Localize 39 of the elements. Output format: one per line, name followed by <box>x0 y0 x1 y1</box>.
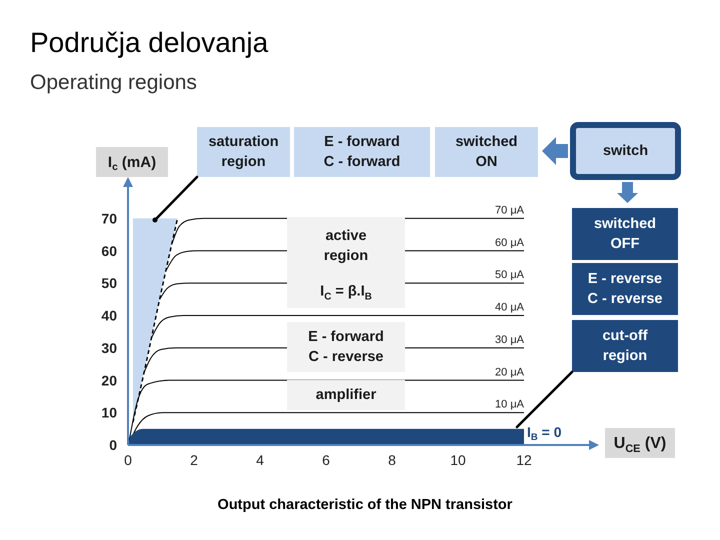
x-tick-label: 8 <box>388 452 396 468</box>
chart-title: Područja delovanja <box>30 26 269 58</box>
y-tick-label: 30 <box>101 340 118 356</box>
x-tick-label: 0 <box>124 452 132 468</box>
series-label: 40 μA <box>495 302 525 314</box>
y-tick-label: 20 <box>101 372 118 388</box>
y-tick-label: 10 <box>101 404 118 421</box>
annotation: E - reverse C - reverse <box>588 271 662 307</box>
y-tick-label: 50 <box>101 275 118 292</box>
series-label: 20 μA <box>495 366 525 378</box>
x-axis-title: U$_{CE}$ (V) <box>614 434 666 455</box>
annotation: active region <box>324 228 368 264</box>
x-tick-label: 2 <box>190 452 198 468</box>
text: E - forward C - forward <box>324 134 400 170</box>
text: switch <box>602 143 648 159</box>
text: cut-off region <box>602 328 648 364</box>
y-axis-title: I$_{c}$ (mA) <box>108 154 156 173</box>
series-label: 10 μA <box>495 398 525 411</box>
y-tick-label: 0 <box>109 437 118 453</box>
series-label: 30 μA <box>495 334 525 346</box>
chart-subtitle: Operating regions <box>30 70 197 94</box>
annotation: amplifier <box>316 387 377 403</box>
y-tick-label: 70 <box>101 210 118 226</box>
text: saturation region <box>208 134 279 170</box>
x-tick-label: 6 <box>322 452 330 468</box>
series-label: 50 μA <box>495 269 525 282</box>
y-tick-label: 40 <box>101 308 118 324</box>
x-tick-label: 10 <box>450 452 466 468</box>
annotation: I$_{C}$ = β.I$_{B}$ <box>320 284 372 302</box>
y-tick-label: 60 <box>101 242 118 259</box>
x-tick-label: 4 <box>256 452 264 468</box>
series-label: 60 μA <box>495 236 525 249</box>
series-label: I$_{B}$ = 0 <box>527 424 562 443</box>
text: Output characteristic of the NPN transistor <box>218 497 513 513</box>
x-tick-label: 12 <box>516 452 532 468</box>
text: switched ON <box>455 134 518 170</box>
annotation: E - forward C - reverse <box>308 329 384 365</box>
series-label: 70 μA <box>495 204 525 216</box>
text: switched OFF <box>594 216 656 252</box>
